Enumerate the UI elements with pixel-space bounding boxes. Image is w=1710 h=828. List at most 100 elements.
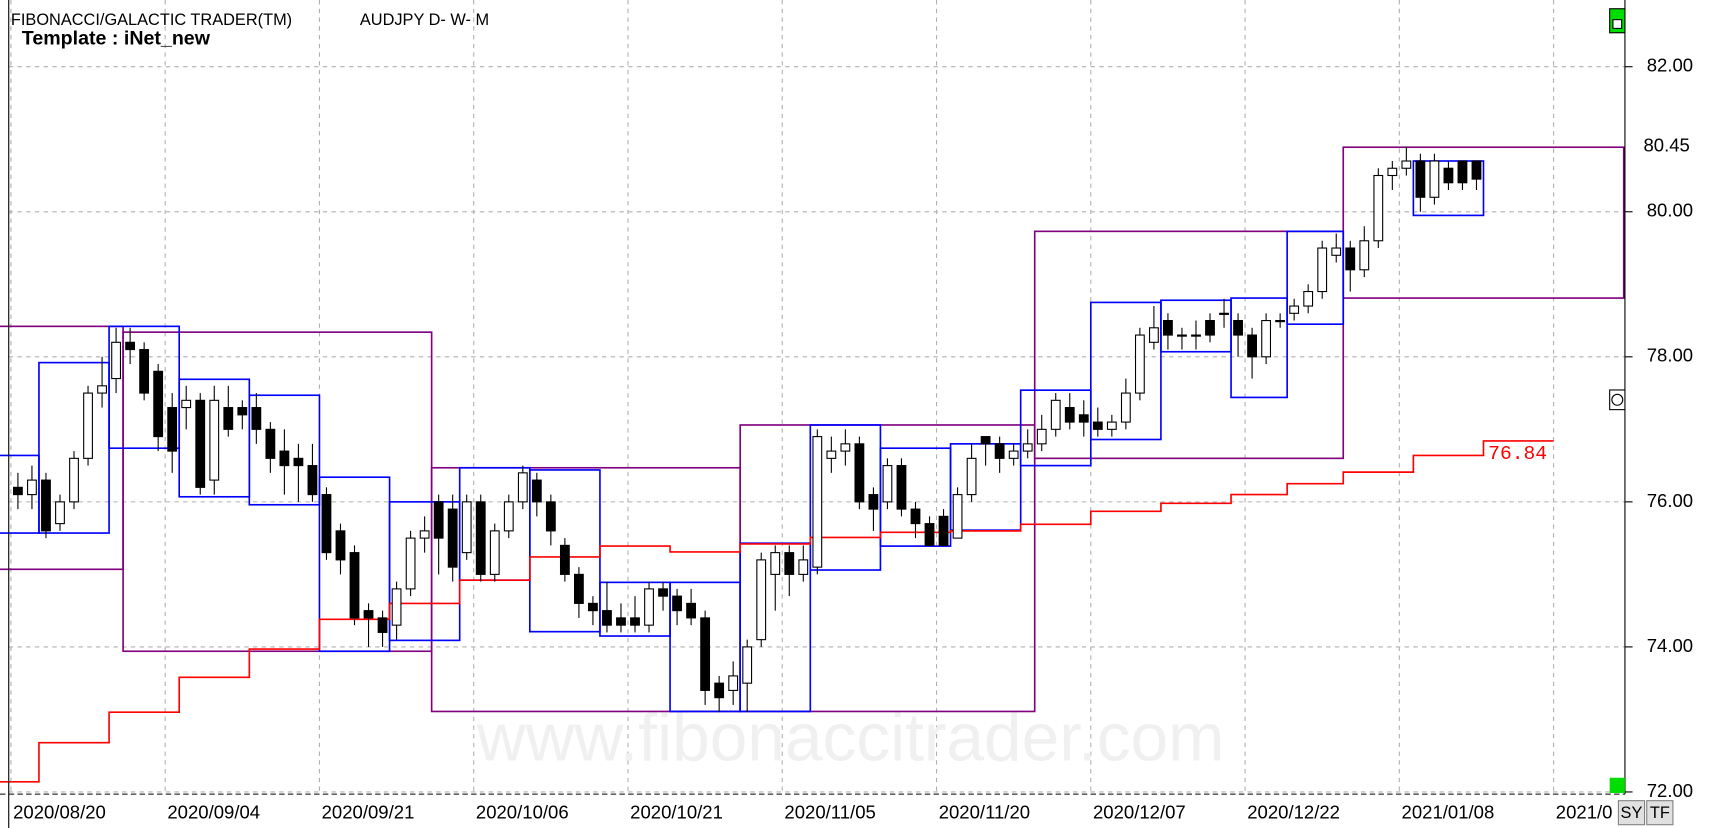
candle-body [167,407,178,452]
candle-body [1008,450,1019,459]
candle-body [1457,160,1468,184]
tf-button-label: TF [1650,804,1670,822]
candle-body [181,399,192,409]
candle-body [854,443,865,503]
candle-body [531,479,542,503]
candle-body [630,617,640,626]
candle-body [1219,312,1229,315]
candle-body [1106,421,1117,430]
watermark: www.fibonaccitrader.com [476,701,1225,776]
candle-body [700,617,711,691]
x-tick-label: 2020/12/22 [1247,802,1340,823]
candle-body [433,501,444,539]
candle-body [265,428,276,459]
candle-body [279,450,290,467]
y-tick-label: 72.00 [1647,780,1693,801]
candle-body [770,552,781,575]
candle-body [672,595,682,612]
candle-body [293,457,304,467]
candle-body [83,392,93,459]
candle-body [1317,247,1328,293]
candle-body [1359,240,1370,271]
candle-body [812,436,823,568]
x-tick-label: 2020/08/20 [13,802,106,823]
candle-body [1078,414,1089,423]
candle-body [1205,320,1215,336]
weekly-box [248,394,321,506]
candle-body [966,457,977,496]
candle-body [223,407,234,430]
candle-body [335,530,346,561]
candle-body [97,385,107,394]
candle-body [742,646,753,684]
candle-body [1401,160,1412,169]
weekly-box [1286,230,1345,325]
candle-body [139,349,150,394]
candle-body [994,443,1005,459]
trailing-stop-label: 76.84 [1488,443,1547,465]
green-handle-inner [1612,19,1623,29]
candle-body [489,530,500,575]
x-tick-label: 2020/11/05 [784,802,875,823]
candle-body [1345,247,1356,271]
candle-body [321,494,332,554]
candle-body [1261,320,1272,358]
candle-body [784,552,795,575]
sy-button[interactable] [1617,800,1646,826]
candle-body [559,544,570,575]
candle-body [1429,160,1440,198]
candle-body [980,436,991,445]
candle-body [237,407,248,416]
candle-body [153,370,164,438]
chart-title: FIBONACCI/GALACTIC TRADER(TM) [11,11,292,29]
candle-body [1387,167,1398,177]
green-handle-bottom[interactable] [1609,777,1625,794]
candle-body [728,675,739,691]
candle-body [1303,290,1314,307]
chart-subtitle: AUDJPY D- W- M [360,11,489,29]
candle-body [573,573,584,604]
candle-body [1373,174,1384,242]
candle-body [616,617,626,626]
candle-body [55,501,65,525]
scroll-handle[interactable] [1609,389,1626,411]
candle-body [391,588,402,626]
candle-body [461,501,472,554]
candle-body [658,588,668,597]
candle-body [405,537,416,590]
candle-body [756,559,767,641]
candle-body [377,617,388,633]
candle-body [826,450,837,459]
candle-body [251,407,262,430]
monthly-box [1033,230,1345,460]
candle-body [588,602,598,612]
candle-body [896,465,907,510]
last-price-label: 80.45 [1643,134,1689,155]
y-tick-label: 78.00 [1647,345,1693,366]
candle-body [952,494,963,539]
sy-button-label: SY [1621,804,1643,822]
candle-body [798,559,809,575]
candle-body [125,341,136,351]
candle-body [686,602,697,619]
candle-body [1163,320,1173,336]
y-tick-label: 82.00 [1647,55,1693,76]
candle-body [1289,305,1300,314]
candle-body [545,501,556,532]
candle-body [1331,247,1342,256]
candle-body [13,486,23,496]
x-tick-label: 2021/0 [1556,802,1613,823]
tf-button[interactable] [1646,800,1674,826]
candle-body [1092,421,1103,430]
monthly-box [1342,146,1625,299]
weekly-box [1089,301,1162,441]
x-tick-label: 2020/10/21 [630,802,723,823]
candle-body [1415,160,1426,198]
candle-body [69,457,79,503]
candle-body [1120,392,1131,423]
x-tick-label: 2020/11/20 [939,802,1030,823]
y-tick-label: 76.00 [1647,490,1693,511]
candle-body [1064,407,1075,423]
